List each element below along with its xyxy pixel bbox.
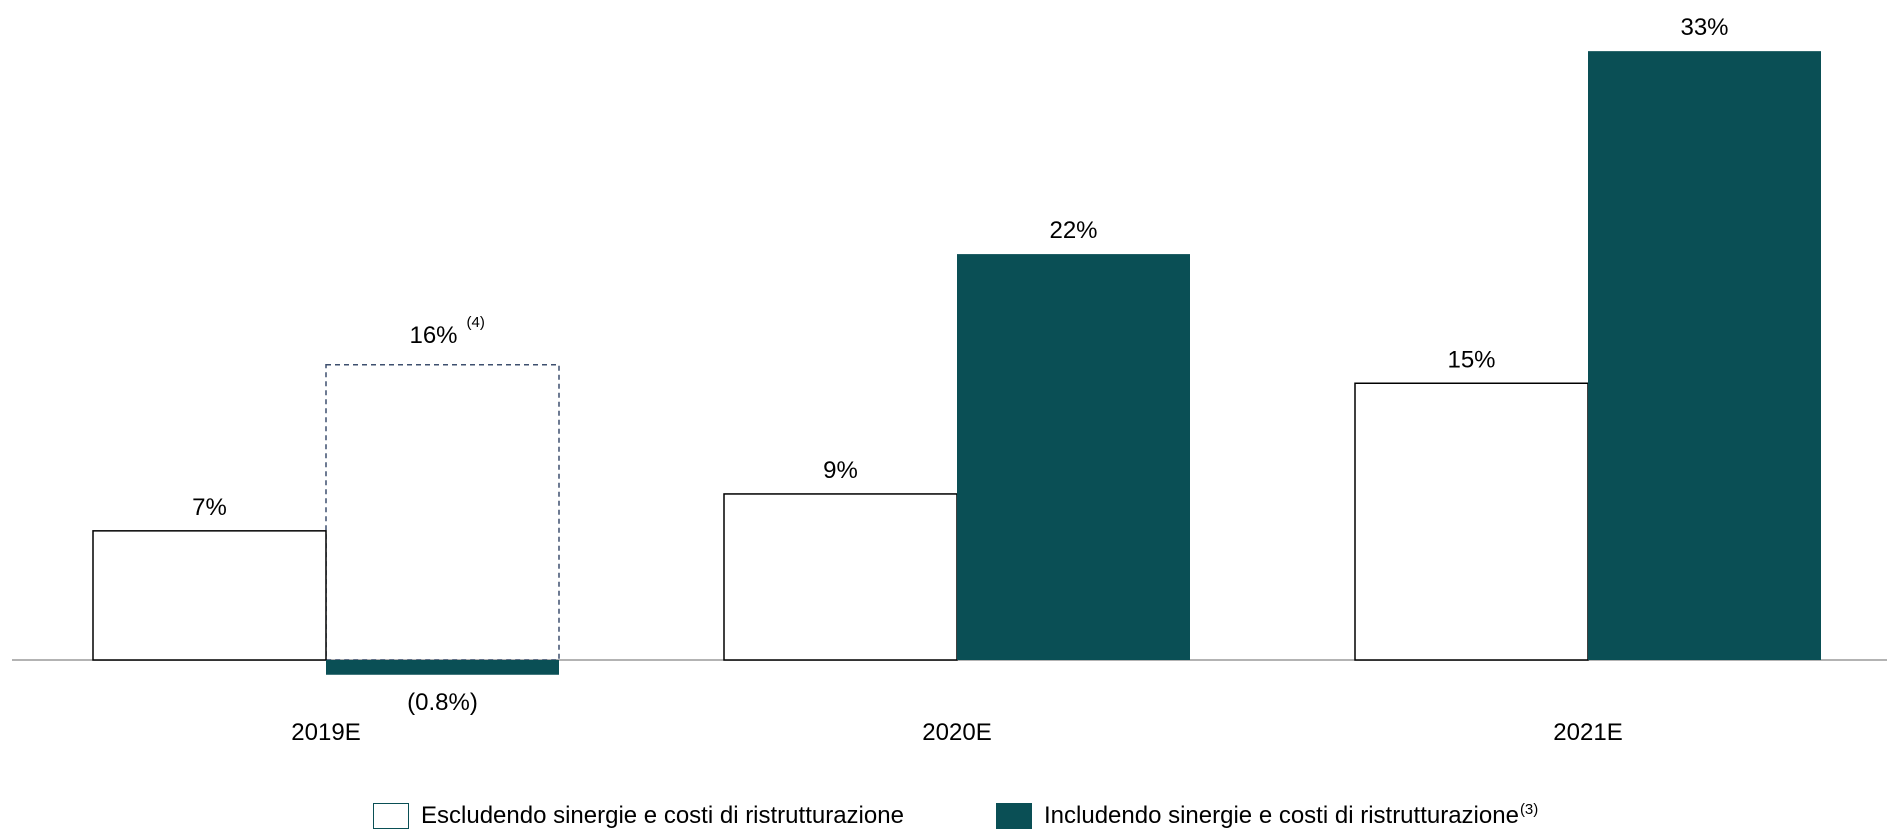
legend-item-including: Includendo sinergie e costi di ristruttu… — [996, 800, 1538, 831]
legend-label-including: Includendo sinergie e costi di ristruttu… — [1044, 801, 1539, 829]
legend-footnote-3: (3) — [1519, 801, 1539, 818]
legend-swatch-filled — [996, 802, 1032, 829]
legend-item-excluding: Escludendo sinergie e costi di ristruttu… — [373, 800, 904, 831]
bar-filled-2020E — [957, 254, 1190, 660]
bar-chart: 16% (4) 7% 9% 15% (0.8%) 22% 33% 2019E 2020E 2021E — [12, 14, 1887, 746]
bar-outline-2020E — [723, 493, 958, 661]
data-label-filled-2020E: 22% — [1049, 217, 1097, 244]
chart-legend: Escludendo sinergie e costi di ristruttu… — [0, 800, 1887, 831]
data-label-outline-2021E: 15% — [1447, 346, 1495, 373]
bar-filled-2021E — [1588, 51, 1821, 660]
x-tick-label-2019E: 2019E — [291, 719, 360, 746]
legend-label-excluding: Escludendo sinergie e costi di ristruttu… — [421, 801, 904, 829]
bar-outline-2021E — [1354, 382, 1589, 661]
annotation-label-2019E: 16% — [409, 322, 457, 349]
data-label-filled-2019E: (0.8%) — [407, 689, 478, 716]
annotation-dashed-bar-2019E — [325, 364, 560, 661]
legend-swatch-outline — [373, 802, 409, 829]
annotation-footnote-2019E: (4) — [467, 314, 485, 331]
data-label-filled-2021E: 33% — [1680, 14, 1728, 41]
data-label-outline-2019E: 7% — [192, 494, 227, 521]
x-tick-label-2021E: 2021E — [1553, 719, 1622, 746]
bar-outline-2019E — [92, 530, 327, 661]
x-tick-label-2020E: 2020E — [922, 719, 991, 746]
bar-filled-2019E — [326, 660, 559, 675]
data-label-outline-2020E: 9% — [823, 457, 858, 484]
